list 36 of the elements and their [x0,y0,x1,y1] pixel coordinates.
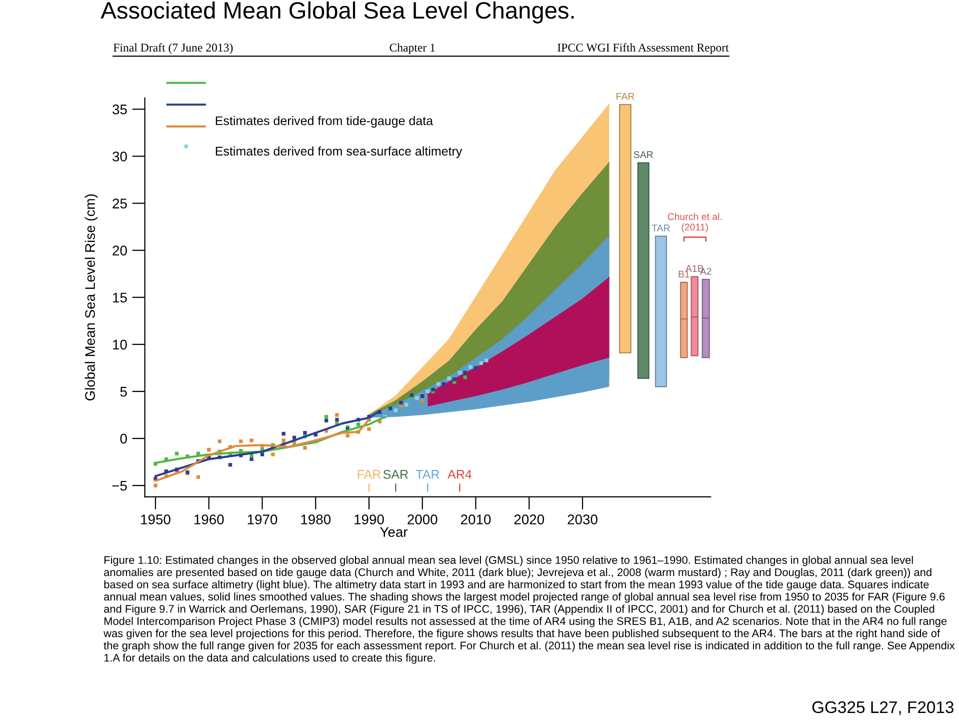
y-tick-label: 10 [113,340,127,350]
legend-label: Estimates derived from sea-surface altimetry [216,146,462,158]
x-tick-label: 1990 [354,514,384,524]
y-tick-label: 20 [112,246,127,256]
y-tick-label: 15 [113,292,127,303]
text: Final Draft (7 June 2013) [114,43,233,54]
y-tick-label: −5 [112,480,127,491]
annotation: FAR [616,92,634,100]
annotation: B1 [678,270,690,278]
y-tick-label: 25 [112,198,127,208]
x-tick-label: 2000 [408,514,438,524]
legend-label: Estimates derived from tide-gauge data [216,116,434,128]
y-tick-label: 30 [112,152,127,162]
y-tick-label: 0 [120,434,127,444]
x-tick-label: 2030 [568,514,598,524]
x-tick-label: 2010 [461,514,491,524]
text: GG325 L27, F2013 [812,701,954,716]
annotation: SAR [634,151,653,158]
ref-line-label: TAR [416,470,440,479]
chart-title: Associated Mean Global Sea Level Changes. [100,1,574,24]
x-tick-label: 1950 [141,514,170,524]
ref-line-label: FAR [358,470,381,479]
y-axis-title: Global Mean Sea Level Rise (cm) [84,194,98,400]
y-tick-label: 35 [112,104,127,114]
text: Chapter 1 [390,43,435,54]
x-tick-label: 1960 [194,514,224,524]
x-tick-label: 1970 [248,514,278,524]
x-tick-label: 2020 [514,514,544,524]
y-tick-label: 5 [120,386,127,397]
ref-line-label: SAR [383,470,408,479]
annotation: TAR [652,224,670,232]
text: Figure 1.10: Estimated changes in the observed global annual mean sea level (GMSL) since 1950 relative to 1961–1990. Estimated changes in global annual sea level anomalies are presented based on tide gauge data (Church and White, 2011 (dark blue); Jevrejeva et al., 2008 (warm mustard) ; Ray and Douglas, 2011 (dark green)) and based on sea surface altimetry (light blue). The altimetry data start in 1993 and are harmonized to start from the mean 1993 value of the tide gauge data. Squares indicate annual mean values, solid lines smoothed values. The shading shows the largest model projected range of global annual sea level rise from 1950 to 2035 for FAR (Figure 9.6 and Figure 9.7 in Warrick and Oerlemans, 1990), SAR (Figure 21 in TS of IPCC, 1996), TAR (Appendix II of IPCC, 2001) and for Church et al. (2011) based on the Coupled Model Intercomparison Project Phase 3 (CMIP3) model results not assessed at the time of AR4 using the SRES B1, A1B, and A2 scenarios. Note that in the AR4 no full range was given for the sea level projections for this period. Therefore, the figure shows results that have been published subsequent to the AR4. The bars at the right hand side of the graph show the full range given for 2035 for each assessment report. For Church et al. (2011) the mean sea level rise is indicated in addition to the full range. See Appendix 1.A for details on the data and calculations used to create this figure. [104,556,955,664]
x-axis-title: Year [380,527,408,537]
ref-line-label: AR4 [448,470,472,479]
x-tick-label: 1980 [301,514,331,524]
text: IPCC WGI Fifth Assessment Report [558,43,729,54]
